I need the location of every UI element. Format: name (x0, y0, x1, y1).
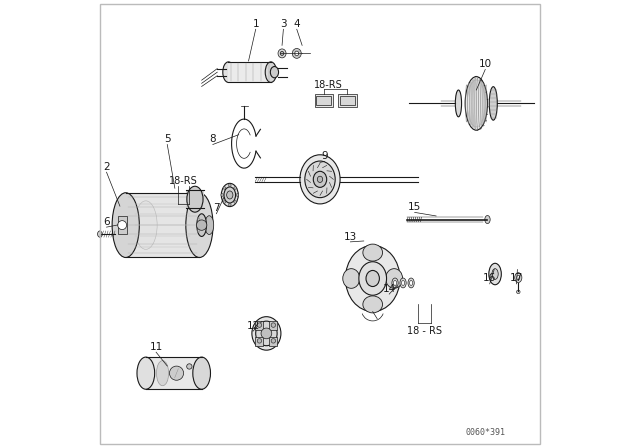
Ellipse shape (300, 155, 340, 204)
Bar (125, 193, 200, 258)
Ellipse shape (265, 62, 276, 82)
Ellipse shape (134, 201, 157, 250)
Ellipse shape (280, 52, 284, 56)
Ellipse shape (363, 244, 383, 261)
Ellipse shape (156, 361, 169, 386)
Ellipse shape (227, 191, 233, 199)
Ellipse shape (186, 193, 213, 258)
Text: 2: 2 (103, 162, 110, 172)
Text: 17: 17 (510, 273, 523, 284)
Text: 9: 9 (321, 151, 328, 161)
Bar (255, 337, 264, 346)
Ellipse shape (305, 161, 335, 198)
Ellipse shape (386, 269, 403, 289)
Text: 7: 7 (213, 203, 220, 213)
Bar (315, 95, 333, 107)
Text: 4: 4 (294, 19, 300, 29)
Ellipse shape (516, 276, 520, 280)
Ellipse shape (465, 77, 488, 130)
Circle shape (187, 364, 192, 369)
Ellipse shape (295, 51, 299, 56)
Text: 16: 16 (483, 273, 497, 284)
Ellipse shape (193, 357, 211, 389)
Ellipse shape (366, 271, 380, 287)
Text: 18-RS: 18-RS (314, 80, 343, 90)
Ellipse shape (205, 216, 214, 234)
Ellipse shape (346, 246, 400, 311)
Bar (269, 321, 277, 330)
Ellipse shape (252, 317, 281, 350)
Ellipse shape (489, 86, 497, 120)
Ellipse shape (484, 215, 490, 224)
Text: 6: 6 (103, 217, 110, 227)
Bar (228, 62, 271, 82)
Ellipse shape (224, 187, 236, 203)
Ellipse shape (492, 269, 498, 280)
Bar (338, 95, 356, 107)
Circle shape (271, 323, 276, 327)
Ellipse shape (112, 193, 140, 258)
Ellipse shape (256, 321, 277, 346)
Circle shape (261, 328, 272, 339)
Ellipse shape (270, 66, 278, 78)
Ellipse shape (408, 278, 414, 288)
Ellipse shape (489, 263, 501, 285)
Ellipse shape (278, 49, 286, 58)
Text: 14: 14 (383, 284, 396, 294)
Text: 15: 15 (408, 202, 421, 212)
Bar (269, 337, 277, 346)
Ellipse shape (196, 214, 207, 237)
Ellipse shape (317, 176, 323, 182)
Ellipse shape (223, 62, 234, 82)
Bar (255, 321, 264, 330)
Ellipse shape (221, 183, 238, 207)
Text: 1: 1 (252, 19, 259, 29)
Ellipse shape (363, 296, 383, 313)
Circle shape (271, 339, 276, 343)
Text: 18 - RS: 18 - RS (407, 326, 442, 336)
Text: 8: 8 (209, 134, 216, 144)
Circle shape (257, 323, 262, 327)
Ellipse shape (401, 280, 404, 285)
Ellipse shape (400, 278, 406, 288)
Ellipse shape (394, 280, 397, 285)
Circle shape (228, 184, 231, 186)
Ellipse shape (515, 273, 522, 283)
Circle shape (223, 201, 226, 203)
Text: 10: 10 (479, 59, 492, 69)
Circle shape (196, 220, 207, 230)
Bar (146, 357, 202, 389)
Bar (118, 216, 127, 234)
Ellipse shape (314, 171, 326, 187)
Ellipse shape (343, 269, 360, 289)
Text: 0060*391: 0060*391 (465, 428, 505, 438)
Text: 3: 3 (280, 19, 287, 29)
Bar (340, 96, 355, 105)
Text: 12: 12 (246, 321, 260, 331)
Ellipse shape (410, 280, 413, 285)
Circle shape (118, 221, 127, 229)
Bar (316, 96, 331, 105)
Ellipse shape (137, 357, 155, 389)
Text: 13: 13 (344, 232, 357, 241)
Circle shape (221, 194, 223, 196)
Circle shape (236, 194, 239, 196)
Circle shape (228, 203, 231, 206)
Ellipse shape (392, 278, 398, 288)
Ellipse shape (292, 48, 301, 58)
Ellipse shape (359, 262, 387, 295)
Circle shape (170, 366, 184, 380)
Text: 5: 5 (164, 134, 171, 144)
Circle shape (516, 290, 520, 294)
Text: 18-RS: 18-RS (169, 176, 198, 185)
Bar (186, 190, 204, 208)
Text: 11: 11 (150, 342, 163, 352)
Circle shape (234, 187, 237, 190)
Ellipse shape (97, 231, 102, 237)
Circle shape (234, 201, 237, 203)
Ellipse shape (455, 90, 461, 117)
Circle shape (223, 187, 226, 190)
Circle shape (257, 339, 262, 343)
Ellipse shape (187, 186, 203, 212)
